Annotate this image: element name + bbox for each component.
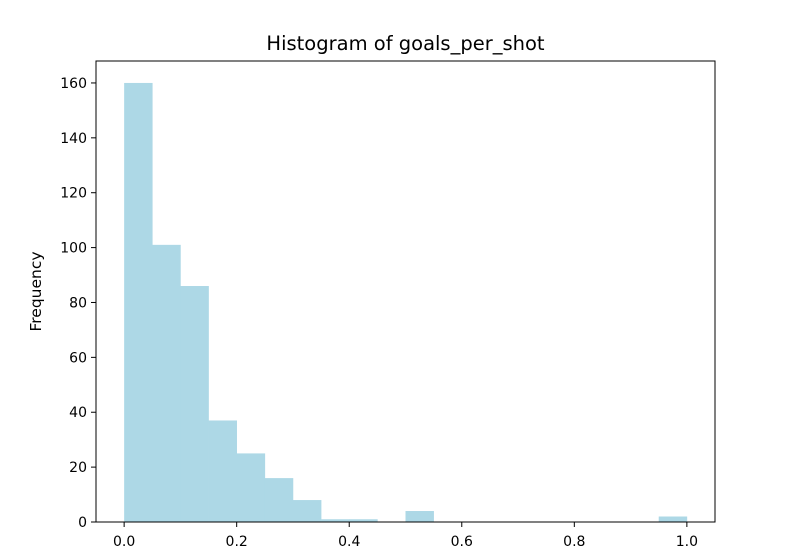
- y-axis-label: Frequency: [27, 251, 45, 331]
- y-tick-label: 120: [60, 186, 87, 202]
- y-tick-label: 140: [60, 131, 87, 147]
- histogram-bar: [658, 516, 688, 522]
- histogram-bar: [321, 519, 350, 522]
- plot-frame: [95, 60, 716, 523]
- bars-layer: [124, 82, 688, 522]
- histogram-bar: [124, 82, 153, 522]
- histogram-bar: [292, 500, 322, 522]
- y-axis: 0 20 40 60 80 100 120 140 160: [60, 76, 96, 531]
- histogram-bar: [180, 286, 209, 522]
- y-tick-label: 20: [69, 460, 87, 476]
- y-tick-label: 40: [69, 405, 87, 421]
- histogram-bar: [208, 420, 237, 522]
- x-tick-label: 0.8: [563, 534, 585, 550]
- histogram-bar: [349, 519, 378, 522]
- y-tick-label: 160: [60, 76, 87, 92]
- chart-title: Histogram of goals_per_shot: [266, 32, 545, 55]
- x-tick-label: 0.4: [338, 534, 360, 550]
- x-tick-label: 0.2: [226, 534, 248, 550]
- y-tick-label: 0: [78, 515, 87, 531]
- histogram-bar: [405, 511, 434, 522]
- x-tick-label: 0.6: [451, 534, 473, 550]
- x-tick-label: 0.0: [113, 534, 135, 550]
- x-axis: 0.0 0.2 0.4 0.6 0.8 1.0: [113, 522, 698, 550]
- y-tick-label: 80: [69, 295, 87, 311]
- y-tick-label: 100: [60, 241, 87, 257]
- y-tick-label: 60: [69, 350, 87, 366]
- x-tick-label: 1.0: [676, 534, 698, 550]
- histogram-bar: [152, 244, 181, 522]
- histogram-bar: [264, 478, 294, 522]
- histogram-bar: [236, 453, 266, 522]
